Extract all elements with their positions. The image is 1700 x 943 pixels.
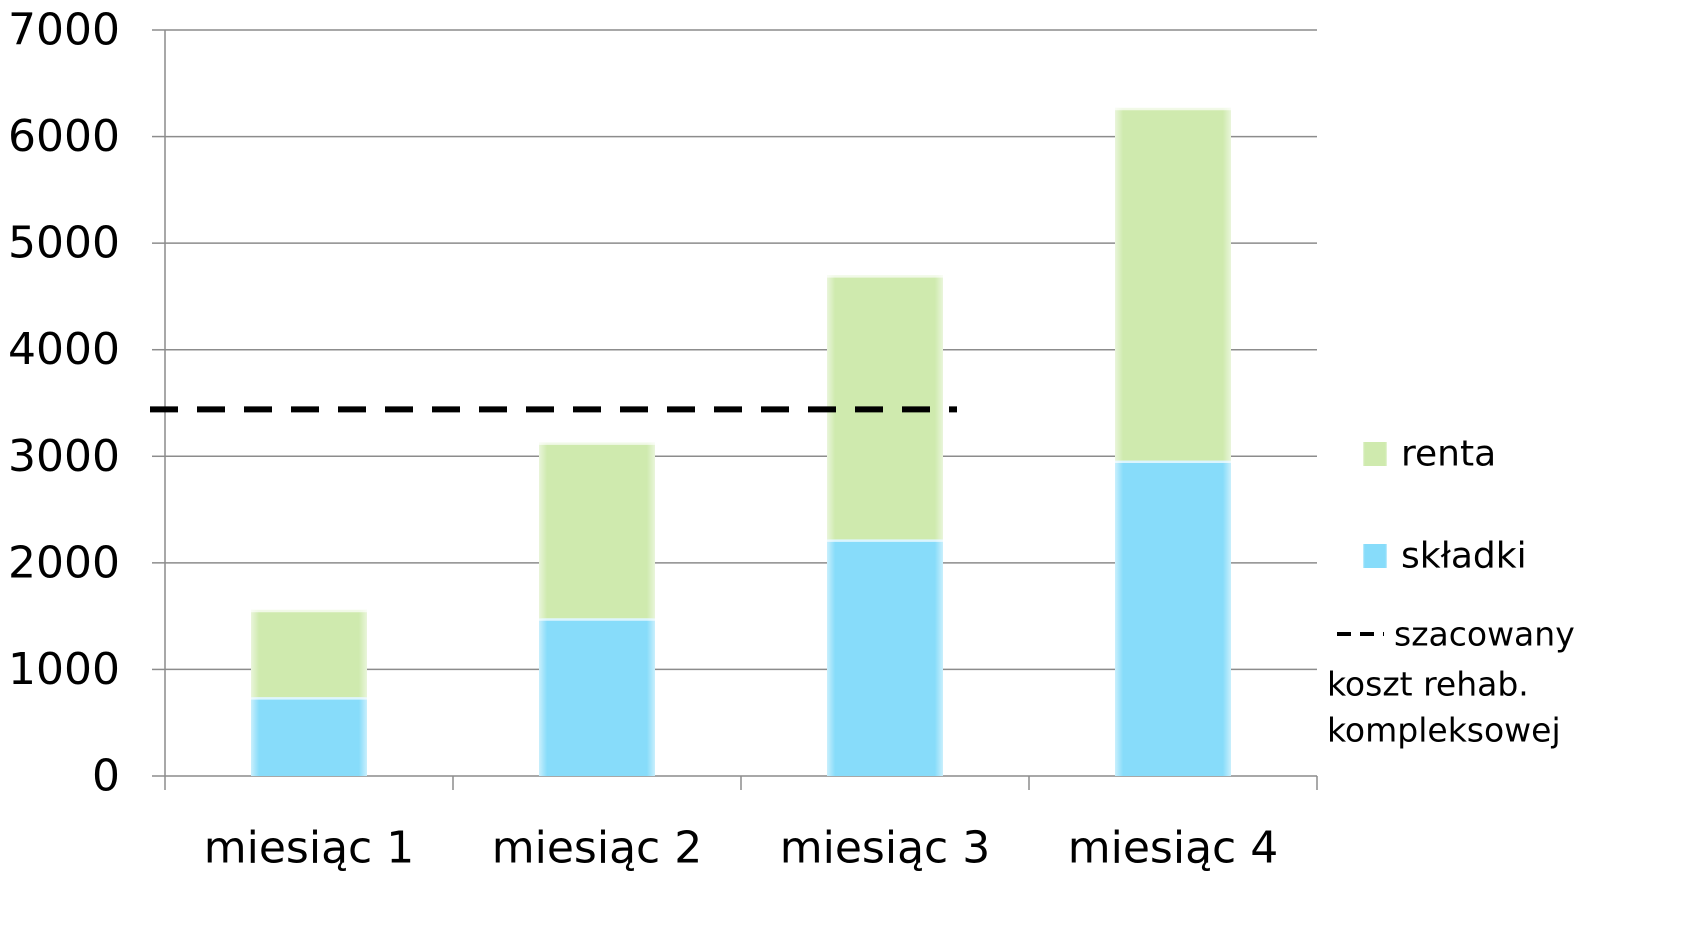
x-tick-label: miesiąc 2 — [492, 823, 702, 874]
legend-label-reference-line3: kompleksowej — [1327, 711, 1561, 750]
legend-label-renta: renta — [1401, 434, 1496, 475]
bars — [251, 107, 1231, 776]
legend: renta składki szacowany koszt rehab. komplek… — [1327, 434, 1575, 750]
y-tick-label: 7000 — [8, 5, 120, 56]
x-tick-label: miesiąc 4 — [1068, 823, 1278, 874]
legend-swatch-shading — [1363, 442, 1387, 466]
y-tick-label: 6000 — [8, 111, 120, 162]
legend-label-skladki: składki — [1401, 536, 1527, 577]
bar-shading — [251, 697, 367, 776]
y-tick-label: 5000 — [8, 218, 120, 269]
legend-label-reference-line1: szacowany — [1394, 615, 1575, 654]
bar-shading — [251, 609, 367, 698]
legend-swatch-shading — [1363, 544, 1387, 568]
y-tick-labels: 0 1000 2000 3000 4000 5000 6000 7000 — [8, 5, 120, 802]
y-tick-label: 1000 — [8, 644, 120, 695]
x-tick-label: miesiąc 1 — [204, 823, 414, 874]
bar-shading — [1115, 460, 1231, 776]
x-tick-labels: miesiąc 1 miesiąc 2 miesiąc 3 miesiąc 4 — [204, 823, 1278, 874]
y-tick-label: 2000 — [8, 537, 120, 588]
bar-shading — [539, 618, 655, 776]
y-tick-label: 4000 — [8, 324, 120, 375]
bar-shading — [1115, 107, 1231, 461]
y-tick-label: 3000 — [8, 431, 120, 482]
x-tick-label: miesiąc 3 — [780, 823, 990, 874]
gridlines — [165, 29, 1317, 671]
bar-shading — [827, 539, 943, 776]
y-tick-label: 0 — [92, 751, 120, 802]
bar-shading — [539, 442, 655, 619]
legend-label-reference-line2: koszt rehab. — [1327, 665, 1529, 704]
